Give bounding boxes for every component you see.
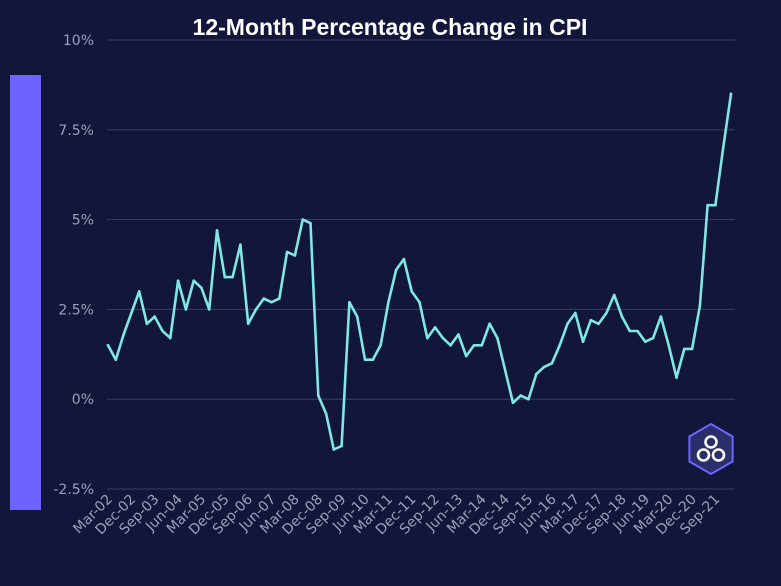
- data-point: [644, 340, 647, 344]
- data-point: [542, 365, 546, 369]
- data-point: [122, 333, 125, 336]
- data-point: [309, 221, 312, 225]
- data-point: [651, 336, 655, 340]
- data-point: [387, 300, 390, 304]
- data-point: [161, 329, 164, 333]
- data-point: [714, 203, 717, 207]
- data-point: [363, 358, 367, 362]
- data-point: [114, 358, 118, 362]
- data-point: [317, 394, 320, 397]
- y-tick-label: -2.5%: [53, 482, 94, 498]
- data-point: [285, 250, 289, 254]
- data-point: [137, 290, 141, 293]
- data-point: [270, 300, 273, 304]
- data-point: [426, 336, 429, 340]
- data-point: [496, 336, 499, 340]
- data-point: [581, 340, 585, 344]
- data-point: [278, 297, 281, 300]
- data-point: [324, 412, 328, 415]
- data-point: [410, 290, 414, 293]
- data-point: [503, 369, 507, 372]
- data-point: [153, 315, 156, 318]
- data-point: [433, 326, 437, 329]
- grid-lines: [107, 39, 735, 490]
- data-point: [184, 308, 188, 311]
- data-point: [254, 308, 258, 311]
- data-point: [721, 146, 725, 150]
- data-point: [675, 376, 678, 379]
- data-point: [106, 344, 110, 347]
- data-point: [348, 300, 351, 304]
- data-point: [667, 344, 670, 347]
- data-point: [628, 329, 632, 333]
- data-point: [192, 279, 195, 283]
- data-point: [535, 372, 538, 376]
- data-point: [207, 308, 211, 311]
- data-point: [441, 336, 445, 340]
- data-point: [605, 311, 608, 315]
- data-point: [519, 394, 522, 397]
- data-point: [223, 275, 227, 279]
- data-point: [636, 329, 639, 333]
- data-point: [558, 344, 561, 347]
- data-point: [589, 318, 593, 322]
- y-tick-label: 2.5%: [58, 302, 94, 318]
- y-tick-label: 10%: [63, 33, 94, 49]
- hexagon-cluster-logo-icon: [688, 422, 734, 476]
- data-point: [371, 358, 375, 362]
- data-point: [698, 304, 702, 308]
- data-point: [449, 344, 452, 347]
- data-point: [332, 448, 336, 451]
- y-tick-label: 0%: [72, 392, 94, 408]
- data-point: [729, 92, 733, 96]
- data-point: [355, 315, 359, 318]
- data-point: [200, 286, 203, 290]
- data-point: [215, 229, 219, 232]
- data-point: [706, 203, 709, 207]
- data-point: [394, 268, 398, 272]
- x-axis-labels: Mar-02Dec-02Sep-03Jun-04Mar-05Dec-05Sep-…: [70, 491, 723, 538]
- cpi-data-points: [106, 92, 733, 451]
- data-point: [402, 257, 406, 261]
- data-point: [130, 311, 133, 315]
- data-point: [464, 354, 468, 358]
- data-point: [620, 315, 624, 318]
- data-point: [379, 344, 382, 347]
- data-point: [340, 444, 343, 448]
- data-point: [293, 254, 297, 257]
- data-point: [246, 322, 250, 326]
- data-point: [566, 322, 569, 326]
- data-point: [683, 347, 686, 351]
- data-point: [262, 297, 266, 300]
- y-tick-label: 7.5%: [58, 123, 94, 139]
- accent-bar: [10, 75, 41, 510]
- data-point: [418, 300, 421, 304]
- data-point: [231, 275, 234, 279]
- y-tick-label: 5%: [72, 213, 94, 229]
- data-point: [169, 336, 172, 340]
- data-point: [527, 397, 530, 401]
- data-point: [301, 218, 305, 221]
- data-point: [488, 322, 491, 326]
- data-point: [511, 401, 515, 405]
- data-point: [239, 243, 242, 246]
- data-point: [574, 311, 577, 315]
- data-point: [472, 344, 476, 347]
- y-axis-labels: -2.5% 0% 2.5% 5% 7.5% 10%: [53, 33, 94, 498]
- data-point: [480, 344, 484, 347]
- cpi-series-line: [106, 92, 733, 451]
- data-point: [690, 347, 694, 351]
- data-point: [659, 315, 663, 318]
- data-point: [597, 322, 600, 326]
- chart-title: 12-Month Percentage Change in CPI: [193, 14, 588, 40]
- data-point: [176, 279, 180, 283]
- data-point: [550, 362, 554, 365]
- data-point: [457, 333, 460, 336]
- data-point: [612, 293, 616, 297]
- data-point: [145, 322, 149, 326]
